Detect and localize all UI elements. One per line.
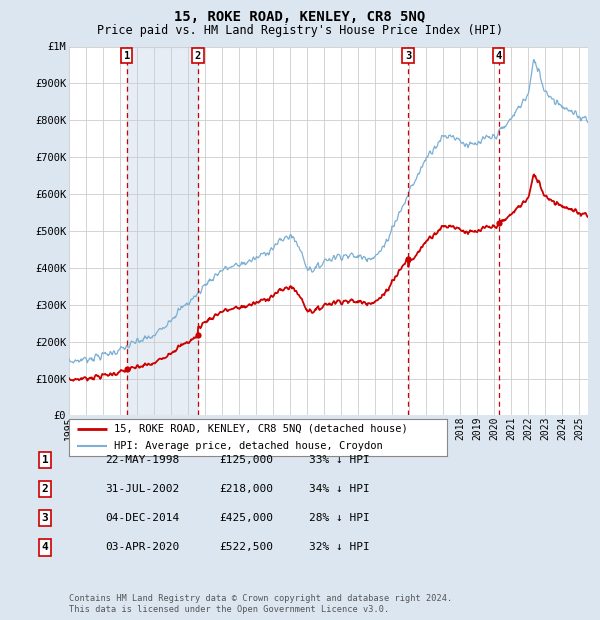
- Text: 28% ↓ HPI: 28% ↓ HPI: [309, 513, 370, 523]
- Text: 33% ↓ HPI: 33% ↓ HPI: [309, 455, 370, 465]
- Text: 4: 4: [496, 51, 502, 61]
- Text: £125,000: £125,000: [219, 455, 273, 465]
- Text: 1: 1: [41, 455, 49, 465]
- Text: 03-APR-2020: 03-APR-2020: [105, 542, 179, 552]
- Text: 2: 2: [41, 484, 49, 494]
- Text: 3: 3: [41, 513, 49, 523]
- Text: 22-MAY-1998: 22-MAY-1998: [105, 455, 179, 465]
- Text: 31-JUL-2002: 31-JUL-2002: [105, 484, 179, 494]
- Text: 15, ROKE ROAD, KENLEY, CR8 5NQ (detached house): 15, ROKE ROAD, KENLEY, CR8 5NQ (detached…: [115, 423, 408, 433]
- Text: 34% ↓ HPI: 34% ↓ HPI: [309, 484, 370, 494]
- Text: 32% ↓ HPI: 32% ↓ HPI: [309, 542, 370, 552]
- Text: £522,500: £522,500: [219, 542, 273, 552]
- Text: Contains HM Land Registry data © Crown copyright and database right 2024.
This d: Contains HM Land Registry data © Crown c…: [69, 595, 452, 614]
- Text: 2: 2: [195, 51, 201, 61]
- Bar: [127, 46, 198, 415]
- Text: 4: 4: [41, 542, 49, 552]
- Text: 3: 3: [405, 51, 411, 61]
- Text: £425,000: £425,000: [219, 513, 273, 523]
- Text: 1: 1: [124, 51, 130, 61]
- Text: £218,000: £218,000: [219, 484, 273, 494]
- Text: 04-DEC-2014: 04-DEC-2014: [105, 513, 179, 523]
- Text: HPI: Average price, detached house, Croydon: HPI: Average price, detached house, Croy…: [115, 441, 383, 451]
- Text: Price paid vs. HM Land Registry's House Price Index (HPI): Price paid vs. HM Land Registry's House …: [97, 24, 503, 37]
- Text: 15, ROKE ROAD, KENLEY, CR8 5NQ: 15, ROKE ROAD, KENLEY, CR8 5NQ: [175, 10, 425, 24]
